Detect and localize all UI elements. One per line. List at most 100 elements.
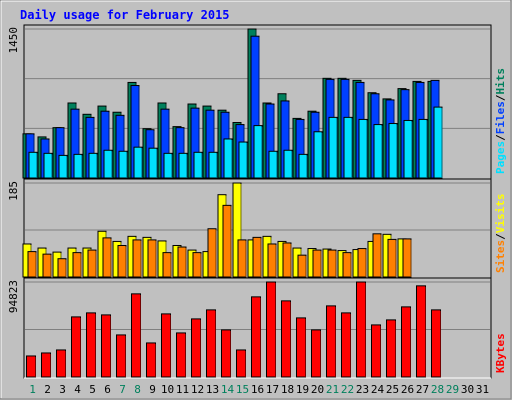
bar-pages-day-18 xyxy=(283,149,293,179)
legend-entry: KBytes xyxy=(494,333,507,373)
day-label-12: 12 xyxy=(191,383,204,396)
bar-pages-day-9 xyxy=(148,147,158,179)
bar-pages-day-4 xyxy=(73,153,83,179)
bar-kbytes-day-27 xyxy=(416,285,426,378)
bar-pages-day-24 xyxy=(373,124,383,179)
day-label-13: 13 xyxy=(206,383,219,396)
bar-pages-day-3 xyxy=(58,154,68,179)
day-label-22: 22 xyxy=(341,383,354,396)
day-label-30: 30 xyxy=(461,383,474,396)
bar-pages-day-28 xyxy=(433,106,443,179)
bar-pages-day-21 xyxy=(328,116,338,179)
day-label-28: 28 xyxy=(431,383,444,396)
panel-legend: Sites/Visits xyxy=(494,194,507,274)
bar-pages-day-5 xyxy=(88,152,98,179)
day-label-6: 6 xyxy=(104,383,111,396)
day-label-18: 18 xyxy=(281,383,294,396)
day-label-26: 26 xyxy=(401,383,414,396)
bar-sites-day-14 xyxy=(222,204,232,278)
day-label-24: 24 xyxy=(371,383,385,396)
bar-sites-day-19 xyxy=(297,254,307,278)
bar-kbytes-day-12 xyxy=(191,318,201,378)
bar-kbytes-day-4 xyxy=(71,316,81,378)
bar-pages-day-6 xyxy=(103,149,113,179)
panel-visits-sites: 185 Sites/Visits xyxy=(7,178,507,279)
day-label-7: 7 xyxy=(119,383,126,396)
bar-sites-day-13 xyxy=(207,228,217,278)
day-label-20: 20 xyxy=(311,383,324,396)
day-label-8: 8 xyxy=(134,383,141,396)
bar-pages-day-7 xyxy=(118,150,128,179)
bar-pages-day-20 xyxy=(313,131,323,179)
bar-sites-day-16 xyxy=(252,236,262,278)
bar-pages-day-10 xyxy=(163,152,173,179)
bar-pages-day-1 xyxy=(28,151,38,179)
bar-sites-day-4 xyxy=(72,252,82,278)
day-label-21: 21 xyxy=(326,383,339,396)
bar-pages-day-23 xyxy=(358,118,368,179)
day-label-3: 3 xyxy=(59,383,66,396)
bar-sites-day-1 xyxy=(27,251,37,278)
day-label-16: 16 xyxy=(251,383,264,396)
day-label-15: 15 xyxy=(236,383,249,396)
day-label-31: 31 xyxy=(476,383,489,396)
y-max-label: 94823 xyxy=(7,280,20,313)
legend-entry: Sites xyxy=(494,240,507,273)
bar-kbytes-day-11 xyxy=(176,332,186,378)
bar-kbytes-day-19 xyxy=(296,317,306,378)
legend-entry: / xyxy=(494,94,507,101)
bar-sites-day-17 xyxy=(267,243,277,278)
day-label-9: 9 xyxy=(149,383,156,396)
bar-pages-day-2 xyxy=(43,152,53,179)
bar-sites-day-9 xyxy=(147,239,157,278)
bar-kbytes-day-13 xyxy=(206,309,216,378)
bar-pages-day-16 xyxy=(253,125,263,179)
bar-pages-day-13 xyxy=(208,151,218,179)
bar-sites-day-24 xyxy=(372,233,382,278)
day-label-17: 17 xyxy=(266,383,279,396)
panel-legend: Pages/Files/Hits xyxy=(494,68,507,174)
panel-legend: KBytes xyxy=(494,333,507,373)
bar-kbytes-day-9 xyxy=(146,342,156,378)
bar-kbytes-day-10 xyxy=(161,313,171,378)
day-label-5: 5 xyxy=(89,383,96,396)
bar-pages-day-25 xyxy=(388,123,398,179)
day-label-27: 27 xyxy=(416,383,429,396)
series-sites xyxy=(27,204,412,278)
bar-sites-day-10 xyxy=(162,252,172,278)
y-max-label: 185 xyxy=(7,181,20,201)
bar-pages-day-19 xyxy=(298,153,308,179)
bar-kbytes-day-15 xyxy=(236,349,246,378)
series-pages xyxy=(28,106,443,179)
chart-title: Daily usage for February 2015 xyxy=(20,8,230,22)
bar-pages-day-15 xyxy=(238,141,248,179)
bar-pages-day-17 xyxy=(268,150,278,179)
bar-kbytes-day-16 xyxy=(251,296,261,378)
bar-kbytes-day-5 xyxy=(86,312,96,378)
bar-kbytes-day-20 xyxy=(311,329,321,378)
x-axis-day-labels: 1 2 3 4 5 6 7 8 9 10 11 12 13 14 15 16 17 18 19 20 21 22 23 24 2… xyxy=(29,383,489,396)
bar-sites-day-12 xyxy=(192,252,202,278)
legend-entry: / xyxy=(494,134,507,141)
bar-kbytes-day-25 xyxy=(386,319,396,378)
bar-sites-day-26 xyxy=(402,238,412,278)
bar-kbytes-day-14 xyxy=(221,329,231,378)
day-label-10: 10 xyxy=(161,383,174,396)
day-label-25: 25 xyxy=(386,383,399,396)
day-label-23: 23 xyxy=(356,383,369,396)
bar-kbytes-day-7 xyxy=(116,334,126,378)
bar-sites-day-25 xyxy=(387,238,397,278)
day-label-2: 2 xyxy=(44,383,51,396)
bar-kbytes-day-23 xyxy=(356,281,366,378)
bar-pages-day-22 xyxy=(343,116,353,179)
bar-sites-day-18 xyxy=(282,242,292,278)
bar-kbytes-day-6 xyxy=(101,314,111,378)
bar-pages-day-11 xyxy=(178,152,188,179)
series-kbytes xyxy=(26,281,441,378)
bar-sites-day-2 xyxy=(42,253,52,278)
bar-sites-day-22 xyxy=(342,252,352,278)
bar-kbytes-day-17 xyxy=(266,281,276,378)
